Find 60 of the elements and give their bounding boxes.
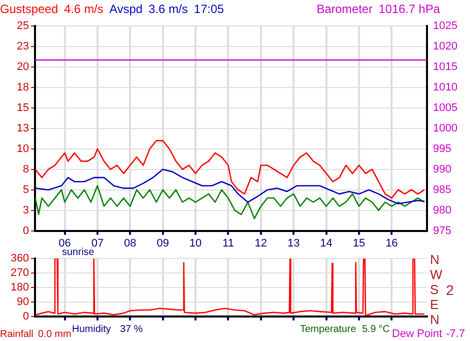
- y-tick-label: 270: [10, 267, 29, 280]
- x-tick-label: 13: [287, 237, 300, 250]
- text: N: [430, 252, 440, 267]
- y2-tick-label: 995: [433, 142, 452, 155]
- y2-tick-label: 990: [433, 163, 452, 176]
- y-tick-label: 23: [16, 40, 29, 53]
- y-tick-label: 0: [22, 310, 29, 322]
- text: 3.6 m/s: [148, 2, 188, 16]
- x-tick-label: 15: [352, 237, 366, 250]
- text: 37 %: [120, 324, 143, 335]
- y-tick-label: 3: [22, 204, 29, 216]
- y-tick-label: 90: [16, 296, 29, 308]
- text: N: [430, 312, 440, 327]
- text: 4.6 m/s: [64, 2, 104, 16]
- x-tick-label: 12: [254, 237, 268, 250]
- text: Temperature: [300, 324, 356, 335]
- y2-tick-label: 1000: [433, 122, 458, 134]
- text: -7.7: [446, 328, 465, 340]
- y2-tick-label: 980: [433, 204, 452, 216]
- y-tick-label: 10: [16, 142, 29, 155]
- text: Dew Point: [392, 328, 442, 340]
- text: E: [430, 297, 439, 312]
- x-tick-label: 16: [386, 237, 398, 250]
- y-tick-label: 180: [10, 282, 29, 294]
- y2-tick-label: 985: [433, 184, 452, 196]
- x-tick-label: 14: [320, 237, 332, 250]
- y-tick-label: 15: [16, 102, 29, 114]
- text: S: [430, 282, 439, 297]
- text: 0.0 mm: [38, 329, 72, 340]
- x-tick-label: 11: [222, 237, 234, 250]
- text: Humidity: [72, 324, 111, 335]
- text: W: [430, 267, 442, 282]
- text: sunrise: [62, 247, 94, 258]
- y-tick-label: 360: [10, 252, 29, 265]
- y-tick-label: 20: [16, 60, 29, 73]
- y2-tick-label: 1020: [433, 40, 458, 53]
- y-tick-label: 0: [22, 224, 29, 237]
- text: 17:05: [194, 2, 224, 16]
- y-tick-label: 18: [16, 81, 29, 94]
- x-tick-label: 09: [156, 237, 169, 250]
- y-tick-label: 13: [16, 122, 29, 134]
- text: 5.9 °C: [362, 324, 390, 335]
- x-tick-label: 10: [189, 237, 202, 250]
- y2-tick-label: 1015: [433, 60, 458, 73]
- y-tick-label: 25: [16, 20, 29, 32]
- text: 1016.7 hPa: [378, 2, 440, 16]
- text: Rainfall: [0, 329, 34, 340]
- y2-tick-label: 1005: [433, 102, 458, 114]
- y-tick-label: 5: [22, 184, 29, 196]
- text: Avspd: [109, 2, 143, 16]
- y2-tick-label: 1025: [433, 20, 458, 32]
- text: Barometer: [316, 2, 373, 16]
- x-tick-label: 07: [91, 237, 104, 250]
- y-tick-label: 8: [22, 163, 29, 176]
- x-tick-label: 06: [58, 237, 71, 250]
- y2-tick-label: 975: [433, 224, 452, 237]
- y2-tick-label: 1010: [433, 81, 458, 94]
- text: Gustspeed: [0, 2, 58, 16]
- text: 2: [446, 282, 454, 298]
- x-tick-label: 08: [124, 237, 136, 250]
